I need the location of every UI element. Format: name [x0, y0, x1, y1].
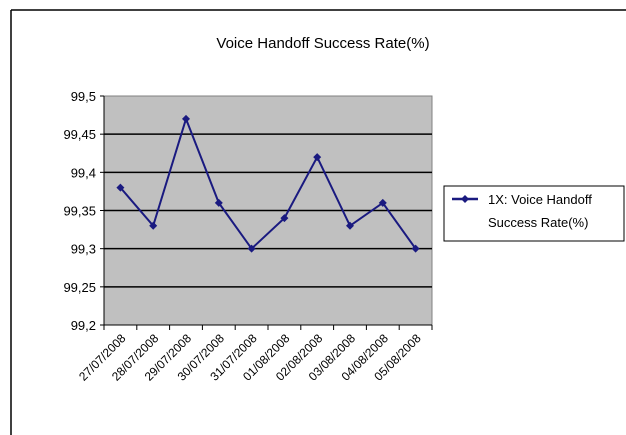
y-tick-label: 99,25: [63, 280, 96, 295]
y-axis: 99,5 99,45 99,4 99,35 99,3 99,25 99,2: [63, 89, 105, 333]
series-layer: [116, 114, 420, 253]
series-line: [119, 115, 417, 251]
y-tick-label: 99,45: [63, 127, 96, 142]
x-axis: 27/07/200828/07/200829/07/200830/07/2008…: [76, 324, 433, 384]
data-point: [378, 198, 387, 207]
data-point: [411, 244, 420, 253]
legend-label-line-1: 1X: Voice Handoff: [488, 192, 592, 207]
y-tick-label: 99,3: [71, 242, 96, 257]
data-point: [247, 244, 256, 253]
legend-box: [443, 185, 625, 242]
y-tick-label: 99,35: [63, 204, 96, 219]
data-point: [214, 198, 223, 207]
legend-label-line-2: Success Rate(%): [488, 215, 588, 230]
data-point: [313, 153, 322, 162]
data-point: [149, 221, 158, 230]
y-tick-label: 99,4: [71, 165, 96, 180]
y-tick-label: 99,5: [71, 89, 96, 104]
data-point: [280, 214, 289, 223]
y-tick-label: 99,2: [71, 318, 96, 333]
legend: 1X: Voice Handoff Success Rate(%): [443, 185, 625, 242]
data-point: [182, 114, 190, 123]
chart-title: Voice Handoff Success Rate(%): [216, 35, 429, 52]
data-point: [116, 183, 125, 192]
legend-swatch-marker: [461, 195, 469, 203]
data-point: [346, 221, 354, 230]
